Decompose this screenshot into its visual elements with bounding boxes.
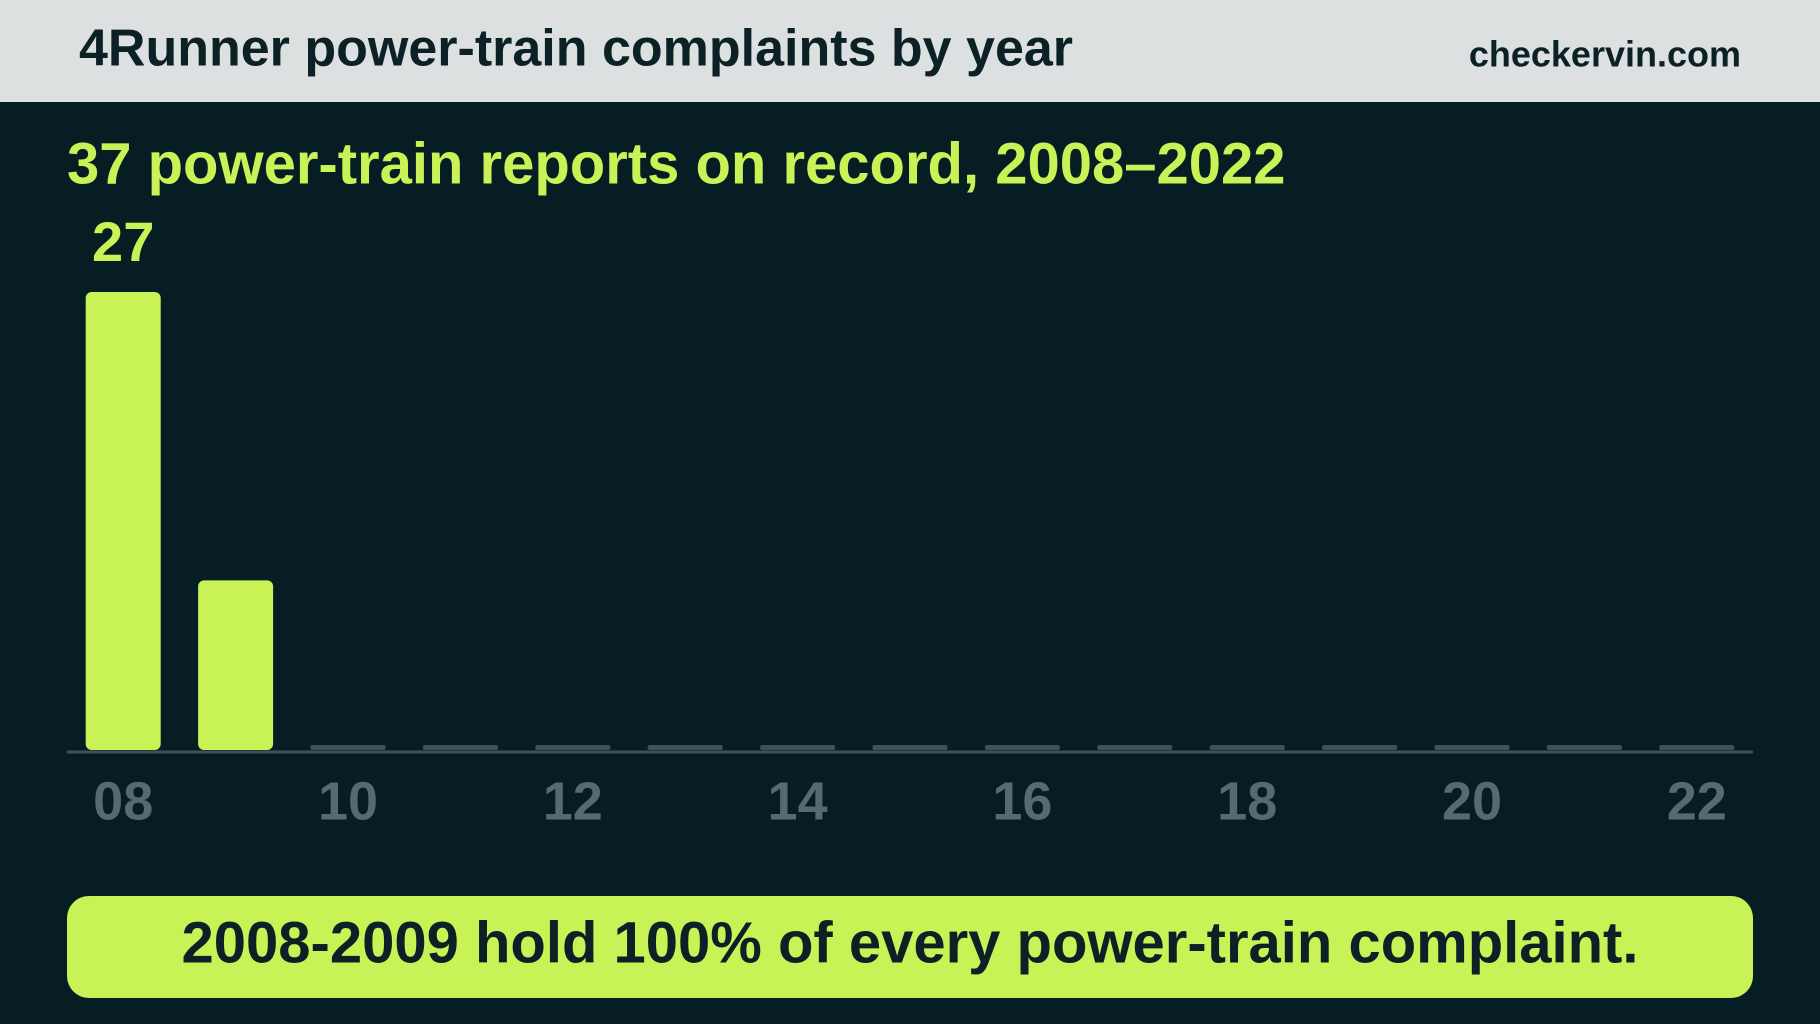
bar — [1434, 745, 1510, 750]
bar — [422, 745, 498, 750]
subtitle: 37 power-train reports on record, 2008–2… — [67, 131, 1286, 196]
bar — [310, 745, 386, 750]
source: checkervin.com — [1469, 34, 1741, 75]
x-tick-label: 22 — [1667, 771, 1727, 831]
x-tick-label: 12 — [543, 771, 603, 831]
bar — [85, 292, 161, 750]
callout-box — [67, 896, 1753, 998]
chart-title: 4Runner power-train complaints by year — [79, 20, 1073, 78]
bar — [647, 745, 723, 750]
bar — [198, 580, 274, 750]
bar — [984, 745, 1060, 750]
bar — [535, 745, 611, 750]
bar — [872, 745, 948, 750]
bar — [1546, 745, 1622, 750]
x-tick-label: 16 — [992, 771, 1052, 831]
value-label: 27 — [92, 210, 154, 273]
bar — [1209, 745, 1285, 750]
x-tick-label: 18 — [1217, 771, 1277, 831]
bar — [1322, 745, 1398, 750]
header-bar — [0, 0, 1820, 102]
callout: 2008-2009 hold 100% of every power-train… — [182, 910, 1639, 975]
x-tick-label: 08 — [93, 771, 153, 831]
bar — [1659, 745, 1735, 750]
x-tick-label: 14 — [768, 771, 828, 831]
x-tick-label: 20 — [1442, 771, 1502, 831]
x-tick-label: 10 — [318, 771, 378, 831]
bar — [760, 745, 836, 750]
bar — [1097, 745, 1173, 750]
